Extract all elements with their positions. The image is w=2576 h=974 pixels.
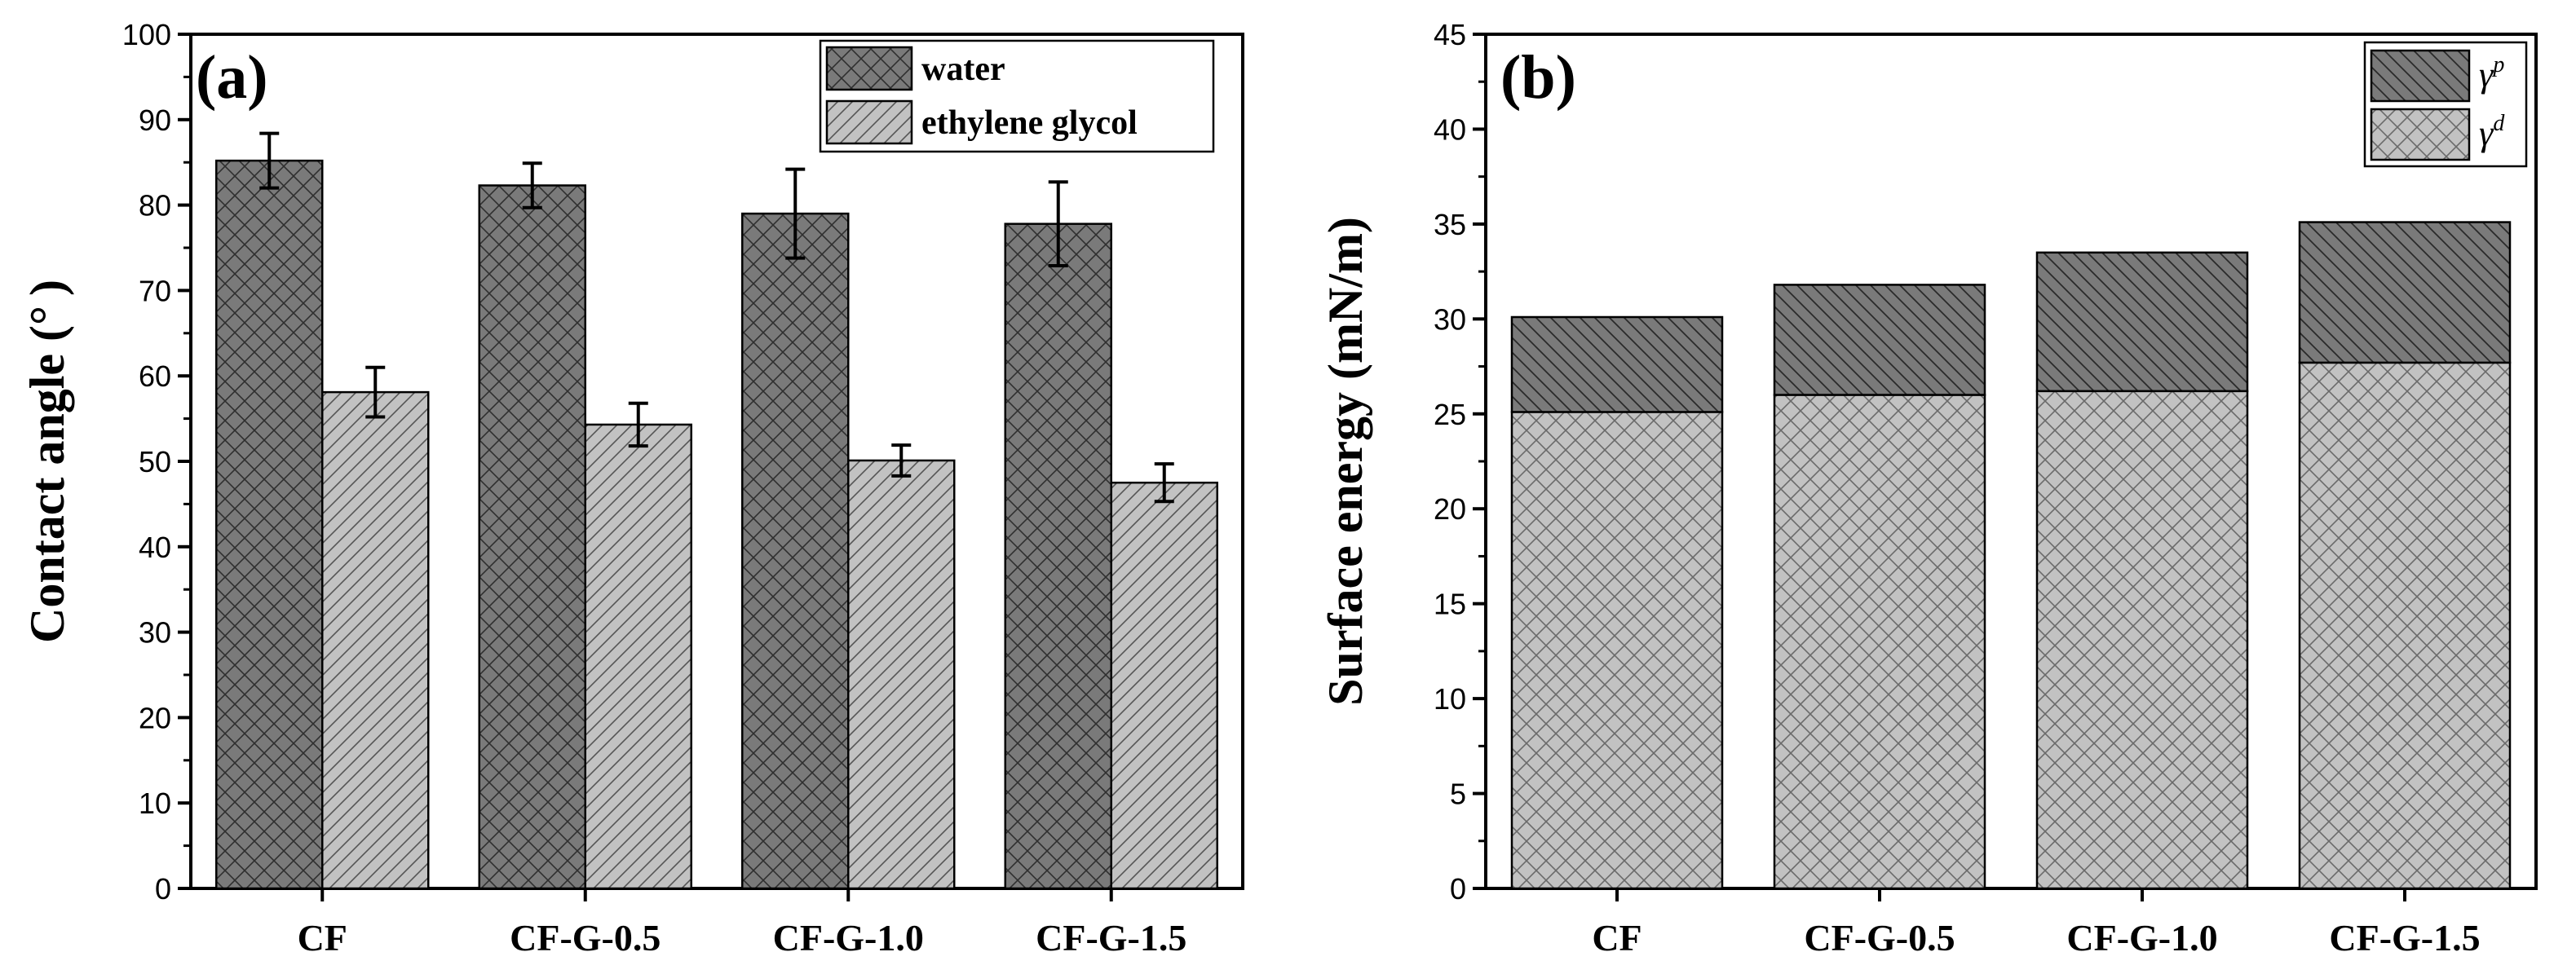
y-tick-label-5: 5 — [1450, 778, 1466, 811]
legend-label-gamma-d: γd — [2479, 111, 2505, 153]
panel-b-y-axis-title: Surface energy (mN/m) — [1319, 217, 1372, 706]
y-tick-label-100: 100 — [122, 18, 171, 51]
y-tick-label-45: 45 — [1434, 18, 1466, 51]
bar-p-cf-g-1-5 — [2298, 221, 2512, 364]
panel-b-bars — [1510, 221, 2512, 890]
panel-a-y-axis: 0 10 20 30 40 50 60 70 80 90 100 — [122, 18, 191, 906]
x-tick-label-cf-g-1-5: CF-G-1.5 — [2329, 917, 2480, 959]
panel-a-legend: water ethylene glycol — [819, 39, 1215, 153]
panel-a-bars — [215, 131, 1218, 890]
y-tick-label-40: 40 — [139, 531, 171, 564]
panel-a-x-axis: CF CF-G-0.5 CF-G-1.0 CF-G-1.5 — [298, 888, 1186, 959]
panel-b-legend: γp γd — [2363, 41, 2528, 168]
bar-p-cf-g-0-5 — [1773, 284, 1986, 396]
panel-a-legend-box — [819, 39, 1215, 153]
y-tick-label-15: 15 — [1434, 588, 1466, 621]
y-tick-label-30: 30 — [139, 616, 171, 650]
bar-d-cf-g-0-5 — [1773, 394, 1986, 890]
bar-ethylene-glycol-cf-g-1-0 — [847, 459, 956, 890]
x-tick-label-cf-g-0-5: CF-G-0.5 — [1804, 917, 1955, 959]
panel-b-x-axis: CF CF-G-0.5 CF-G-1.0 CF-G-1.5 — [1592, 888, 2481, 959]
y-tick-label-30: 30 — [1434, 302, 1466, 336]
y-tick-label-90: 90 — [139, 104, 171, 137]
panel-b-label: (b) — [1500, 43, 1576, 112]
x-tick-label-cf-g-0-5: CF-G-0.5 — [510, 917, 661, 959]
y-tick-label-50: 50 — [139, 445, 171, 478]
panel-b-legend-box — [2363, 41, 2528, 168]
legend-swatch-gamma-p — [2370, 49, 2471, 103]
y-tick-label-70: 70 — [139, 274, 171, 307]
y-tick-label-0: 0 — [155, 872, 171, 906]
x-tick-label-cf-g-1-5: CF-G-1.5 — [1036, 917, 1186, 959]
x-tick-label-cf: CF — [1592, 917, 1641, 959]
legend-swatch-water — [825, 46, 913, 91]
bar-p-cf-g-1-0 — [2035, 251, 2249, 393]
y-tick-label-0: 0 — [1450, 872, 1466, 906]
y-tick-label-35: 35 — [1434, 208, 1466, 241]
bar-ethylene-glycol-cf-g-0-5 — [584, 423, 692, 890]
y-tick-label-40: 40 — [1434, 112, 1466, 146]
panel-a-label: (a) — [196, 43, 268, 112]
x-tick-label-cf-g-1-0: CF-G-1.0 — [2066, 917, 2217, 959]
bar-d-cf-g-1-5 — [2298, 361, 2512, 890]
bar-d-cf — [1510, 411, 1724, 890]
bar-water-cf — [215, 159, 324, 890]
bar-water-cf-g-0-5 — [478, 184, 586, 890]
x-tick-label-cf: CF — [298, 917, 347, 959]
bar-ethylene-glycol-cf-g-1-5 — [1110, 481, 1218, 890]
y-tick-label-20: 20 — [1434, 492, 1466, 526]
legend-label-ethylene-glycol: ethylene glycol — [921, 104, 1138, 142]
y-tick-label-25: 25 — [1434, 398, 1466, 431]
panel-a-contact-angle: (a) Contact angle (° ) 0 10 20 30 40 50 60 70 80… — [20, 18, 1244, 959]
bar-water-cf-g-1-5 — [1004, 223, 1112, 890]
bar-ethylene-glycol-cf — [321, 390, 430, 890]
y-tick-label-60: 60 — [139, 359, 171, 393]
bar-water-cf-g-1-0 — [741, 212, 850, 890]
panel-a-y-axis-title: Contact angle (° ) — [20, 280, 74, 643]
panel-b-y-axis: 0 5 10 15 20 25 30 35 40 45 — [1434, 18, 1486, 906]
legend-swatch-ethylene-glycol — [825, 99, 913, 145]
panel-b-surface-energy: (b) Surface energy (mN/m) 0 5 10 15 20 25 30 35… — [1319, 18, 2538, 959]
x-tick-label-cf-g-1-0: CF-G-1.0 — [773, 917, 924, 959]
bar-d-cf-g-1-0 — [2035, 390, 2249, 890]
legend-label-water: water — [921, 51, 1005, 88]
y-tick-label-80: 80 — [139, 189, 171, 223]
legend-label-gamma-p: γp — [2479, 52, 2504, 95]
legend-swatch-gamma-d — [2370, 108, 2471, 161]
y-tick-label-10: 10 — [1434, 682, 1466, 716]
y-tick-label-10: 10 — [139, 787, 171, 820]
bar-p-cf — [1510, 315, 1724, 413]
y-tick-label-20: 20 — [139, 701, 171, 734]
